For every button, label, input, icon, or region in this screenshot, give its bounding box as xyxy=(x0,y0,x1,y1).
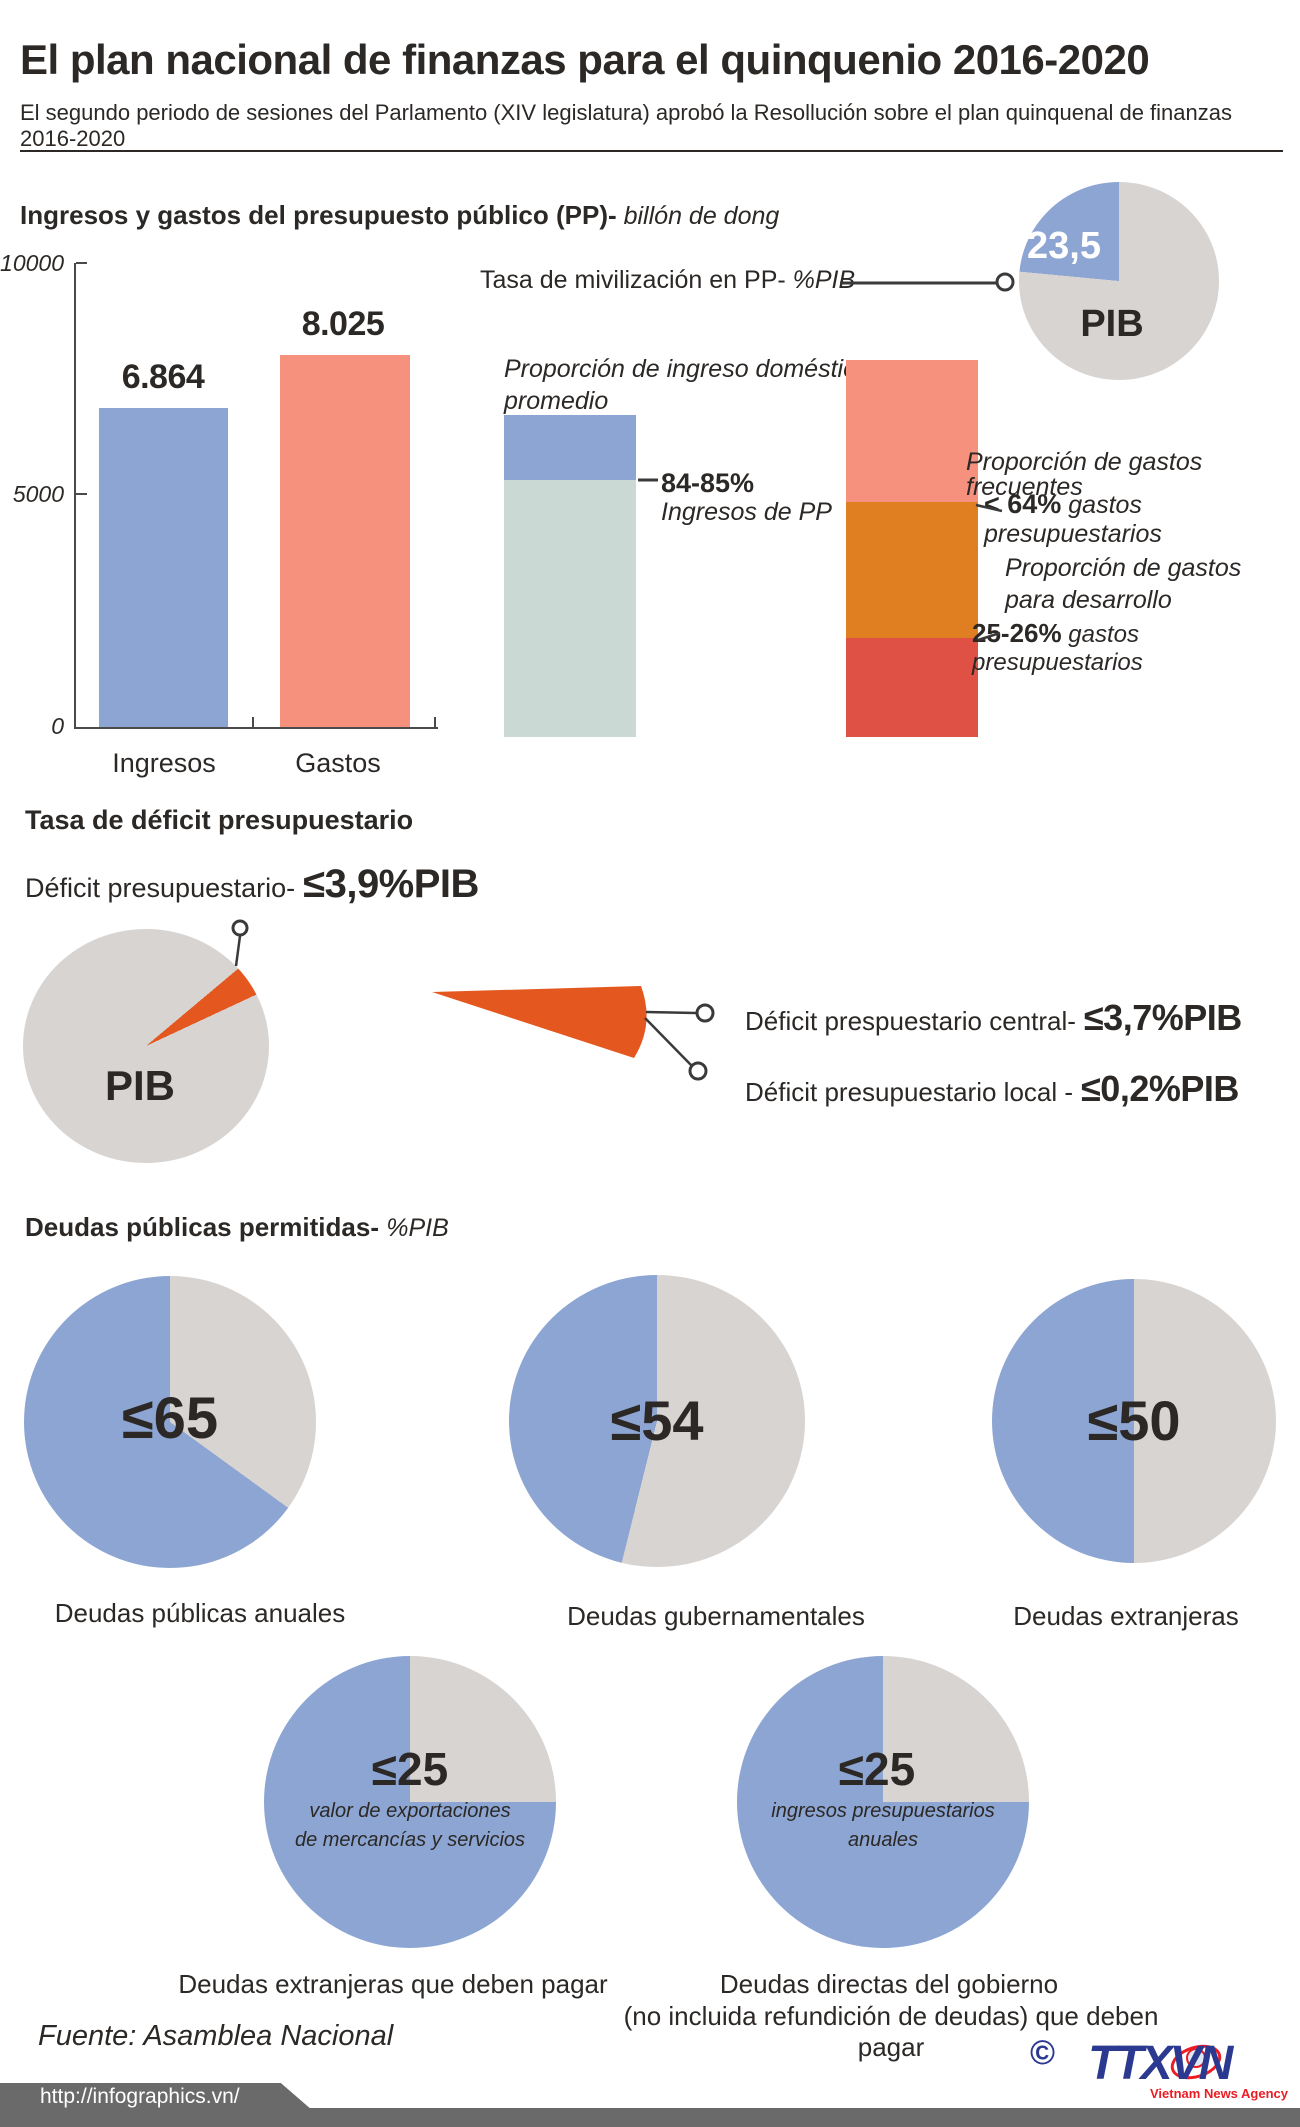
header-divider xyxy=(20,150,1283,152)
pie-debt-government-caption: Deudas gubernamentales xyxy=(567,1601,865,1631)
bar-chart-x-axis xyxy=(74,727,438,729)
pie-debt-direct-payment-value: ≤25 xyxy=(838,1743,916,1795)
pie-mobilization-value: 23,5 xyxy=(1027,225,1101,267)
deficit-local-callout-line xyxy=(644,1017,692,1066)
pie-debt-public-caption: Deudas públicas anuales xyxy=(54,1598,346,1628)
mobilization-label-unit: %PIB xyxy=(792,266,856,294)
pie-deficit xyxy=(23,929,269,1163)
y-tick-label-10000: 10000 xyxy=(0,250,64,276)
stack-domestic-other xyxy=(504,415,636,480)
deficit-central: Déficit prespuestario central- ≤3,7%PIB xyxy=(745,997,1242,1039)
section-debt-heading-unit: %PIB xyxy=(386,1214,449,1242)
agency-logo: TTXVN xyxy=(1088,2037,1233,2090)
y-tick-label-5000: 5000 xyxy=(12,481,64,507)
pie-debt-foreign xyxy=(992,1279,1276,1563)
domestic-callout-value: 84-85% xyxy=(661,468,755,498)
bar-gastos xyxy=(280,355,410,727)
pie-debt-government xyxy=(509,1275,805,1567)
pie-debt-foreign-payment-sub1: valor de exportaciones xyxy=(309,1800,511,1822)
footer-url: http://infographics.vn/ xyxy=(40,2085,240,2108)
bar-chart-tick-right xyxy=(434,717,436,727)
page-subtitle: El segundo periodo de sesiones del Parla… xyxy=(20,100,1232,151)
pie-debt-foreign-caption: Deudas extranjeras xyxy=(1013,1601,1239,1631)
deficit-total-value: ≤3,9%PIB xyxy=(303,862,479,906)
expense-frequent-label: Proporción de gastos frecuentes xyxy=(966,448,1203,501)
pie-debt-direct-payment-caption1: Deudas directas del gobierno xyxy=(719,1969,1059,1999)
stack-expense-other xyxy=(846,638,978,737)
pie-deficit-center-label: PIB xyxy=(104,1062,175,1109)
pie-debt-foreign-payment-value: ≤25 xyxy=(371,1743,449,1795)
copyright-icon: © xyxy=(1030,2034,1056,2072)
section-budget-heading: Ingresos y gastos del presupuesto públic… xyxy=(20,200,1020,231)
stack-expense-frequent xyxy=(846,360,978,502)
pie-debt-public-value: ≤65 xyxy=(121,1386,219,1451)
domestic-callout-label: Ingresos de PP xyxy=(661,498,832,526)
pie-debt-public xyxy=(24,1276,316,1568)
deficit-callout-line xyxy=(234,935,242,967)
pie-mobilization xyxy=(1019,182,1219,380)
pie-debt-foreign-value: ≤50 xyxy=(1087,1389,1181,1452)
bar-ingresos xyxy=(99,408,228,727)
mobilization-callout-circle-icon xyxy=(995,272,1015,292)
section-debt-heading-bold: Deudas públicas permitidas- xyxy=(25,1212,387,1242)
bar-ingresos-value: 6.864 xyxy=(121,358,205,396)
section-debt-heading: Deudas públicas permitidas- %PIB xyxy=(25,1212,925,1243)
footer-band xyxy=(0,2108,1300,2127)
section-deficit-heading: Tasa de déficit presupuestario xyxy=(25,805,414,835)
expense-dev-label-line1: Proporción de gastos xyxy=(1005,554,1242,582)
deficit-local-value: ≤0,2%PIB xyxy=(1081,1068,1239,1109)
bar-chart-tick-10000 xyxy=(76,262,87,264)
deficit-central-label: Déficit prespuestario central- xyxy=(745,1006,1076,1036)
x-label-ingresos: Ingresos xyxy=(112,748,216,778)
pie-debt-foreign-payment-sub2: de mercancías y servicios xyxy=(294,1829,526,1851)
expense-frequent-value-italic: gastos presupuestarios xyxy=(984,491,1162,548)
y-tick-label-0: 0 xyxy=(51,713,64,739)
footer-url-plate xyxy=(0,2083,312,2110)
deficit-local-callout-circle-icon xyxy=(688,1061,708,1081)
domestic-label-line2: promedio xyxy=(504,387,609,415)
deficit-total: Déficit presupuestario- ≤3,9%PIB xyxy=(25,862,479,907)
bar-chart-tick-mid xyxy=(252,717,254,727)
bar-chart-tick-5000 xyxy=(76,493,87,495)
deficit-local: Déficit presupuestario local - ≤0,2%PIB xyxy=(745,1068,1239,1110)
x-label-gastos: Gastos xyxy=(295,748,381,778)
deficit-central-callout-circle-icon xyxy=(695,1003,715,1023)
deficit-callout-circle-icon xyxy=(231,919,249,937)
page-title: El plan nacional de finanzas para el qui… xyxy=(20,36,1150,83)
pie-debt-foreign-payment-caption: Deudas extranjeras que deben pagar xyxy=(178,1969,608,1999)
deficit-total-label: Déficit presupuestario- xyxy=(25,873,296,903)
pie-debt-foreign-payment xyxy=(264,1656,556,1948)
bar-gastos-value: 8.025 xyxy=(301,305,385,343)
stack-expense-development xyxy=(846,502,978,638)
mobilization-label-text: Tasa de mivilización en PP- xyxy=(480,266,793,294)
deficit-central-callout-line xyxy=(645,1010,697,1015)
expense-dev-label-line2: para desarrollo xyxy=(1005,586,1172,614)
expense-dev-value: 25-26% gastos presupuestarios xyxy=(972,618,1300,677)
expense-dev-value-italic: gastos presupuestarios xyxy=(972,621,1143,676)
expense-dev-value-bold: 25-26% xyxy=(972,618,1062,648)
pie-debt-direct-payment xyxy=(737,1656,1029,1948)
section-budget-heading-bold: Ingresos y gastos del presupuesto públic… xyxy=(20,200,617,230)
stack-domestic-income xyxy=(504,480,636,737)
pie-debt-government-value: ≤54 xyxy=(610,1389,704,1452)
section-budget-heading-unit: billón de dong xyxy=(616,202,780,230)
bar-chart-y-axis xyxy=(74,263,76,729)
logo-globe-icon xyxy=(1186,2048,1206,2068)
pie-debt-direct-payment-caption2: (no incluida refundición de deudas) que … xyxy=(623,2001,1159,2062)
domestic-label-line1: Proporción de ingreso doméstico xyxy=(504,355,870,383)
expense-frequent-value: < 64% gastos presupuestarios xyxy=(984,489,1300,549)
deficit-central-value: ≤3,7%PIB xyxy=(1083,997,1242,1038)
source-credit: Fuente: Asamblea Nacional xyxy=(38,2020,394,2052)
pie-mobilization-center-label: PIB xyxy=(1080,303,1144,345)
mobilization-label: Tasa de mivilización en PP- %PIB xyxy=(480,266,900,295)
agency-logo-subtext: Vietnam News Agency xyxy=(1150,2086,1288,2101)
deficit-local-label: Déficit presupuestario local - xyxy=(745,1077,1074,1107)
pie-debt-direct-payment-sub1: ingresos presupuestarios xyxy=(771,1800,995,1822)
pie-debt-direct-payment-sub2: anuales xyxy=(847,1829,919,1851)
expense-frequent-value-bold: < 64% xyxy=(984,489,1062,519)
deficit-exploded-wedge xyxy=(432,986,647,1058)
